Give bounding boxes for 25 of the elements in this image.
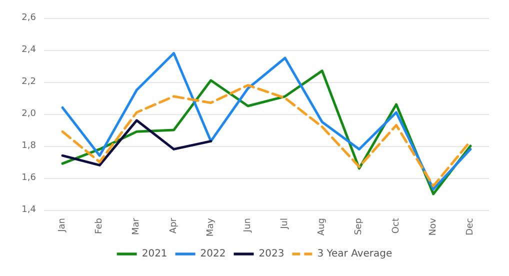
x-tick-label: Feb bbox=[94, 218, 105, 234]
legend-label: 3 Year Average bbox=[317, 248, 392, 260]
y-tick-label: 2,0 bbox=[22, 109, 36, 119]
y-tick-label: 1,6 bbox=[22, 173, 36, 183]
y-tick-label: 1,4 bbox=[22, 205, 36, 215]
x-tick-label: Jul bbox=[280, 218, 290, 230]
legend-label: 2023 bbox=[258, 248, 284, 260]
x-tick-label: Nov bbox=[428, 217, 438, 236]
x-tick-label: Jun bbox=[242, 218, 253, 234]
x-tick-label: Sep bbox=[354, 218, 364, 235]
x-tick-label: Oct bbox=[391, 218, 402, 234]
y-tick-label: 2,2 bbox=[22, 77, 36, 87]
y-tick-label: 2,6 bbox=[22, 13, 36, 23]
x-tick-label: Apr bbox=[168, 218, 179, 234]
x-tick-label: May bbox=[206, 217, 216, 237]
line-series bbox=[61, 119, 212, 166]
x-tick-label: Jan bbox=[58, 218, 68, 233]
x-tick-label: Dec bbox=[465, 218, 476, 236]
legend-label: 2021 bbox=[142, 248, 168, 260]
x-tick-label: Aug bbox=[317, 218, 328, 236]
y-tick-label: 2,4 bbox=[22, 45, 36, 55]
line-series bbox=[61, 52, 472, 190]
x-tick-label: Mar bbox=[132, 218, 142, 235]
y-tick-label: 1,8 bbox=[22, 141, 36, 151]
legend-label: 2022 bbox=[200, 248, 226, 260]
